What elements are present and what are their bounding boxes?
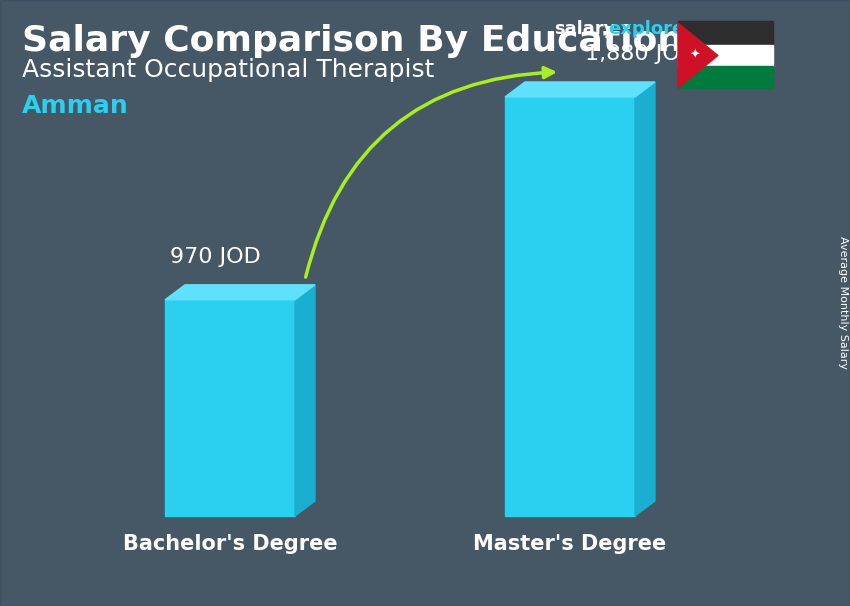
Text: Average Monthly Salary: Average Monthly Salary <box>838 236 848 370</box>
Text: explorer: explorer <box>608 20 693 38</box>
Text: Bachelor's Degree: Bachelor's Degree <box>122 534 337 554</box>
Polygon shape <box>165 285 315 300</box>
Bar <box>678 21 773 45</box>
Bar <box>505 97 635 516</box>
Text: 1,880 JOD: 1,880 JOD <box>585 44 697 64</box>
Polygon shape <box>295 285 315 516</box>
Bar <box>678 45 773 66</box>
Text: Assistant Occupational Therapist: Assistant Occupational Therapist <box>22 58 434 82</box>
Text: Master's Degree: Master's Degree <box>473 534 666 554</box>
Text: ✦: ✦ <box>690 49 700 62</box>
Polygon shape <box>635 82 655 516</box>
Polygon shape <box>505 82 655 97</box>
Polygon shape <box>678 23 718 88</box>
Bar <box>678 66 773 88</box>
Text: .com: .com <box>678 20 727 38</box>
Text: Salary Comparison By Education: Salary Comparison By Education <box>22 24 683 58</box>
Bar <box>165 300 295 516</box>
Text: Amman: Amman <box>22 94 128 118</box>
Text: 970 JOD: 970 JOD <box>170 247 261 267</box>
Text: salary: salary <box>554 20 615 38</box>
